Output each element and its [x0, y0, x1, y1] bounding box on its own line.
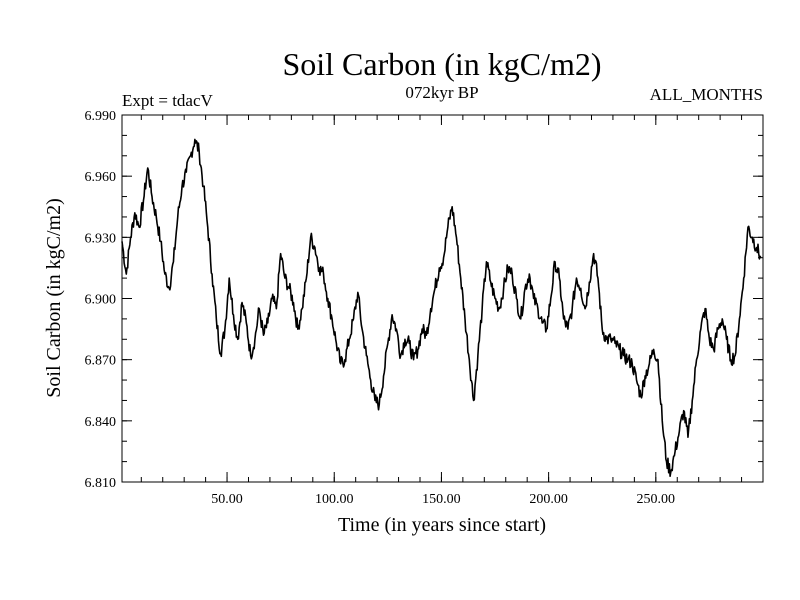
y-tick-label: 6.930: [85, 231, 117, 246]
x-tick-label: 250.00: [637, 492, 676, 507]
chart-title: Soil Carbon (in kgC/m2): [282, 46, 601, 82]
y-tick-label: 6.870: [85, 354, 117, 369]
y-tick-label: 6.840: [85, 415, 117, 430]
plot-frame: [121, 114, 764, 483]
x-tick-label: 200.00: [529, 492, 568, 507]
y-tick-label: 6.960: [85, 170, 117, 185]
y-tick-label: 6.810: [85, 476, 117, 491]
months-label: ALL_MONTHS: [650, 85, 763, 104]
y-axis-label: Soil Carbon (in kgC/m2): [43, 198, 65, 397]
y-tick-label: 6.990: [85, 109, 117, 124]
x-axis-label: Time (in years since start): [338, 514, 546, 536]
y-tick-label: 6.900: [85, 293, 117, 308]
soil-carbon-series-line: [121, 138, 762, 478]
x-axis-tick-labels: 50.00 100.00 150.00 200.00 250.00: [211, 492, 675, 507]
experiment-label: Expt = tdacV: [122, 91, 214, 110]
x-tick-label: 50.00: [211, 492, 243, 507]
x-tick-label: 100.00: [315, 492, 354, 507]
period-label: 072kyr BP: [405, 83, 478, 102]
y-axis-tick-labels: 6.810 6.840 6.870 6.900 6.930 6.960 6.990: [85, 109, 117, 491]
x-tick-label: 150.00: [422, 492, 461, 507]
y-axis-ticks: [122, 114, 763, 483]
x-axis-ticks: [140, 115, 743, 482]
